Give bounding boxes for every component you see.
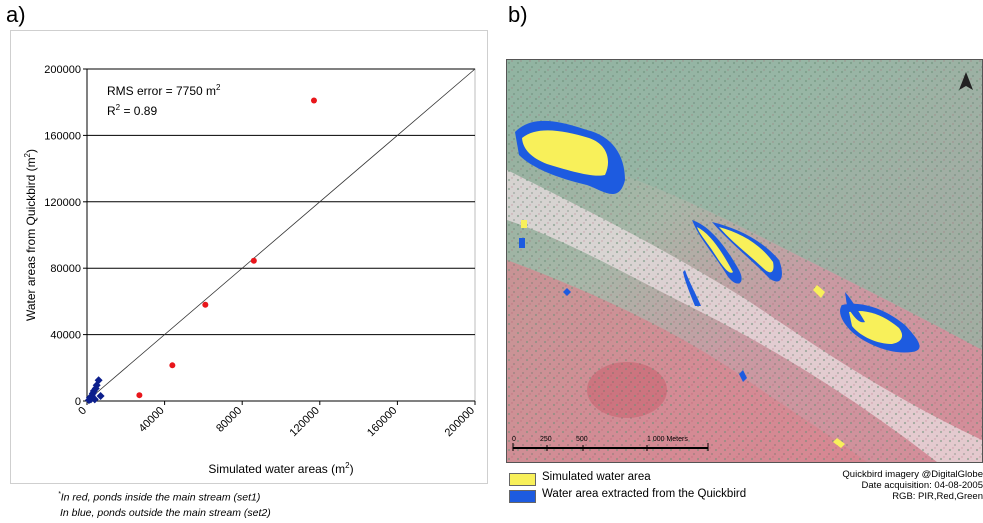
x-tick-label: 120000 [287,405,321,439]
panel-b-label: b) [508,2,528,27]
note-set1: *In red, ponds inside the main stream (s… [58,491,261,504]
point-set1 [169,362,176,369]
y-tick-label: 160000 [44,130,81,142]
north-arrow-icon [959,72,973,90]
satellite-map: 0 250 500 1 000 Meters [506,59,983,463]
scale-label-250: 250 [540,436,552,443]
scale-bar: 0 250 500 1 000 Meters [512,436,709,451]
legend-simulated-label: Simulated water area [542,471,651,483]
x-tick-label: 80000 [214,405,244,435]
point-set1 [310,97,317,104]
extracted-swatch [509,490,536,503]
map-legend: Simulated water area Water area extracte… [506,463,983,511]
y-tick-label: 80000 [50,263,81,275]
satellite-image: 0 250 500 1 000 Meters [507,60,982,462]
y-tick-label: 120000 [44,197,81,209]
x-tick-label: 160000 [365,405,399,439]
point-set1 [250,257,257,264]
scale-label-500: 500 [576,436,588,443]
x-axis-label: Simulated water areas (m2) [208,461,353,476]
scatter-chart-frame: 0 40000 80000 120000 160000 200000 0 40000 80000… [10,30,488,484]
y-tick-label: 0 [75,396,81,408]
point-set1 [202,301,209,308]
point-set1 [136,392,143,399]
y-tick-label: 200000 [44,64,81,76]
scale-label-1000: 1 000 Meters [647,436,688,443]
scatter-chart: 0 40000 80000 120000 160000 200000 0 40000 80000… [23,64,477,476]
note-set2: In blue, ponds outside the main stream (… [60,507,271,519]
reference-line [86,68,476,402]
y-axis-label: Water areas from Quickbird (m2) [23,149,38,321]
legend-extracted-label: Water area extracted from the Quickbird [542,488,747,500]
simulated-swatch [509,473,536,486]
x-tick-label: 40000 [137,405,167,435]
x-tick-label: 0 [76,405,89,418]
credit-imagery: Quickbird imagery @DigitalGlobe [842,469,983,480]
panel-a-label: a) [6,2,26,27]
point-set2 [86,395,95,404]
r2-annotation: R2 = 0.89 [107,103,157,118]
credit-date: Date acquisition: 04-08-2005 [861,480,983,491]
y-tick-label: 40000 [50,330,81,342]
rms-annotation: RMS error = 7750 m2 [107,83,221,98]
point-set2 [96,392,105,401]
credit-rgb: RGB: PIR,Red,Green [892,491,983,502]
scale-label-0: 0 [512,436,516,443]
x-tick-label: 200000 [443,405,477,439]
